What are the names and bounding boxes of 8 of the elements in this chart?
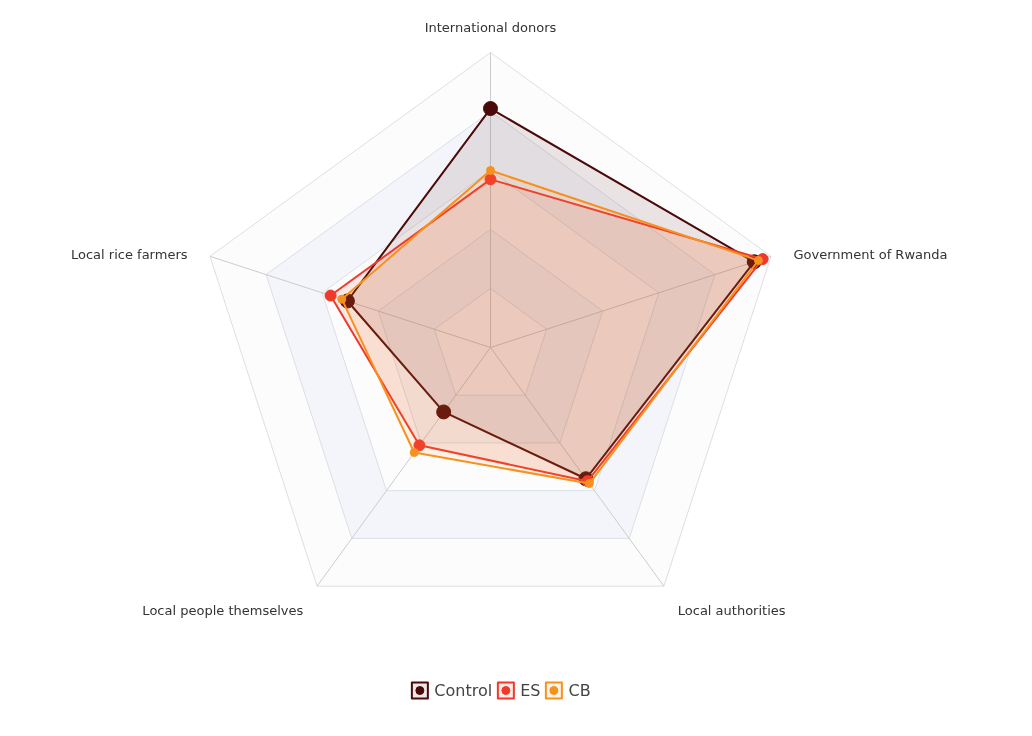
spoke-label: Local rice farmers <box>70 247 188 263</box>
spoke-label: Local authorities <box>677 602 786 618</box>
legend-label: Control <box>434 680 493 700</box>
legend-label: ES <box>520 680 541 700</box>
spoke-label: Government of Rwanda <box>793 247 948 263</box>
spoke-label: Local people themselves <box>142 602 304 618</box>
legend-label: CB <box>568 680 591 700</box>
spoke-label: International donors <box>424 19 557 35</box>
